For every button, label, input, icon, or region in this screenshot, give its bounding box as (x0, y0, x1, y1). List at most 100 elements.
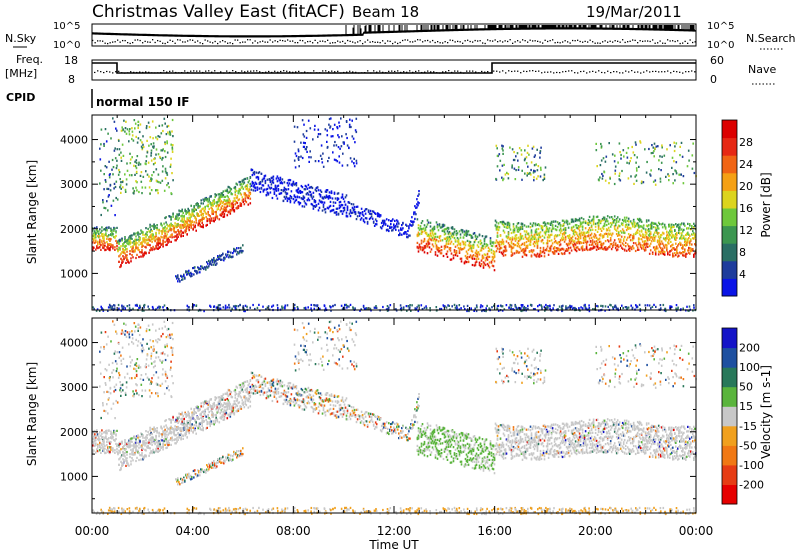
power-cell (204, 197, 206, 200)
nave-dot (616, 71, 618, 73)
power-cell (342, 152, 344, 155)
power-cell (568, 222, 571, 225)
power-cell (317, 128, 320, 131)
power-cell (147, 238, 149, 241)
power-cell (185, 230, 187, 233)
power-cell (107, 195, 110, 198)
power-cell (268, 186, 271, 189)
power-cell (274, 184, 277, 187)
noise-search-dot (427, 39, 429, 42)
power-cell (225, 189, 228, 192)
power-cell (530, 229, 533, 232)
power-cell (587, 218, 590, 222)
power-cell (211, 258, 213, 261)
power-cell (611, 232, 614, 235)
power-cell (220, 214, 223, 217)
power-cell (405, 231, 407, 234)
noise-search-dot (677, 40, 679, 42)
power-cell (192, 214, 194, 217)
power-cell (141, 186, 144, 189)
power-cell (182, 224, 184, 227)
power-cell (168, 240, 170, 243)
power-cell (554, 234, 557, 237)
power-cell (628, 249, 631, 252)
power-cell (528, 235, 531, 238)
noise-search-dot (282, 39, 284, 42)
power-cell (170, 143, 172, 146)
power-cell (106, 235, 108, 238)
power-cell (424, 231, 427, 234)
power-cell (120, 252, 122, 255)
power-cell (178, 277, 180, 281)
power-cell (230, 192, 233, 195)
power-cell (215, 263, 217, 266)
power-cell (663, 251, 666, 254)
power-cell (416, 206, 418, 209)
power-cell (554, 250, 557, 253)
power-cell (195, 229, 197, 232)
power-cell (211, 207, 213, 210)
noise-search-dot (567, 41, 569, 43)
power-cell (543, 252, 546, 255)
power-cell (147, 161, 150, 164)
power-cell (547, 236, 550, 239)
power-cell (418, 193, 420, 196)
power-cell (644, 243, 647, 246)
power-cell (574, 231, 577, 234)
nave-dot (202, 71, 204, 74)
power-cell (412, 223, 414, 226)
power-cell (539, 251, 542, 254)
nave-dot (370, 72, 372, 74)
power-cell (475, 260, 478, 263)
power-cell (307, 197, 310, 200)
power-cell (129, 250, 131, 253)
power-cell (118, 148, 121, 151)
power-cell (498, 226, 501, 229)
noise-search-dot (364, 41, 366, 43)
power-cell (617, 238, 620, 241)
power-cell (221, 204, 224, 207)
power-cell (681, 234, 683, 237)
power-cell (633, 224, 636, 227)
power-cell (534, 224, 537, 227)
power-cell (177, 223, 179, 226)
power-cell (514, 238, 517, 241)
power-cell (500, 243, 503, 246)
power-cell (282, 190, 285, 193)
power-cell (151, 248, 153, 252)
power-cell (429, 234, 432, 237)
power-cell (157, 240, 159, 243)
power-cell (445, 236, 448, 239)
power-cell (113, 187, 115, 190)
power-cell (217, 204, 220, 208)
power-cell (96, 229, 98, 232)
power-cell (206, 265, 208, 268)
noise-search-dot (347, 39, 349, 42)
power-cell (125, 240, 127, 243)
power-cell (308, 186, 311, 189)
power-cell (108, 244, 110, 247)
power-cell (201, 216, 203, 219)
power-cell (183, 273, 185, 276)
power-cell (602, 248, 605, 251)
power-cell (509, 228, 512, 231)
power-cell (478, 233, 481, 236)
power-cell (615, 221, 618, 224)
power-cell (438, 223, 441, 226)
power-cell (537, 238, 540, 241)
power-cell (689, 234, 691, 237)
power-cell (537, 227, 540, 231)
power-cell (639, 218, 642, 222)
power-cell (101, 233, 103, 236)
power-cell (99, 228, 101, 231)
power-cell (335, 211, 338, 214)
nave-dot (598, 70, 600, 72)
power-cell (677, 224, 679, 227)
power-cell (520, 237, 523, 240)
power-cell (218, 197, 221, 200)
power-cell (469, 244, 472, 248)
noise-search-dot (197, 40, 199, 42)
power-cell (544, 222, 547, 225)
power-cell (679, 237, 681, 240)
power-cell (212, 261, 214, 264)
